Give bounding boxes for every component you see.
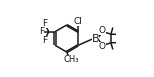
Text: B: B — [92, 33, 99, 44]
Text: F: F — [43, 35, 48, 45]
Text: F: F — [43, 19, 48, 28]
Text: O: O — [99, 43, 106, 52]
Text: F: F — [39, 27, 44, 36]
Text: Cl: Cl — [74, 17, 83, 26]
Text: O: O — [99, 25, 106, 34]
Text: CH₃: CH₃ — [64, 55, 79, 64]
